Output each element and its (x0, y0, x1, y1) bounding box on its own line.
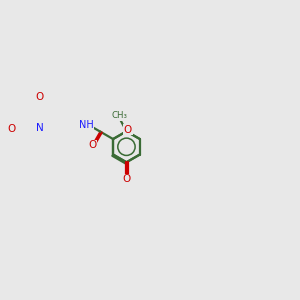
Text: O: O (8, 124, 16, 134)
Text: O: O (122, 174, 130, 184)
Text: O: O (88, 140, 97, 150)
Text: O: O (124, 125, 132, 135)
Text: N: N (36, 123, 44, 133)
Text: O: O (36, 92, 44, 102)
Text: CH₃: CH₃ (112, 111, 127, 120)
Text: NH: NH (79, 120, 94, 130)
